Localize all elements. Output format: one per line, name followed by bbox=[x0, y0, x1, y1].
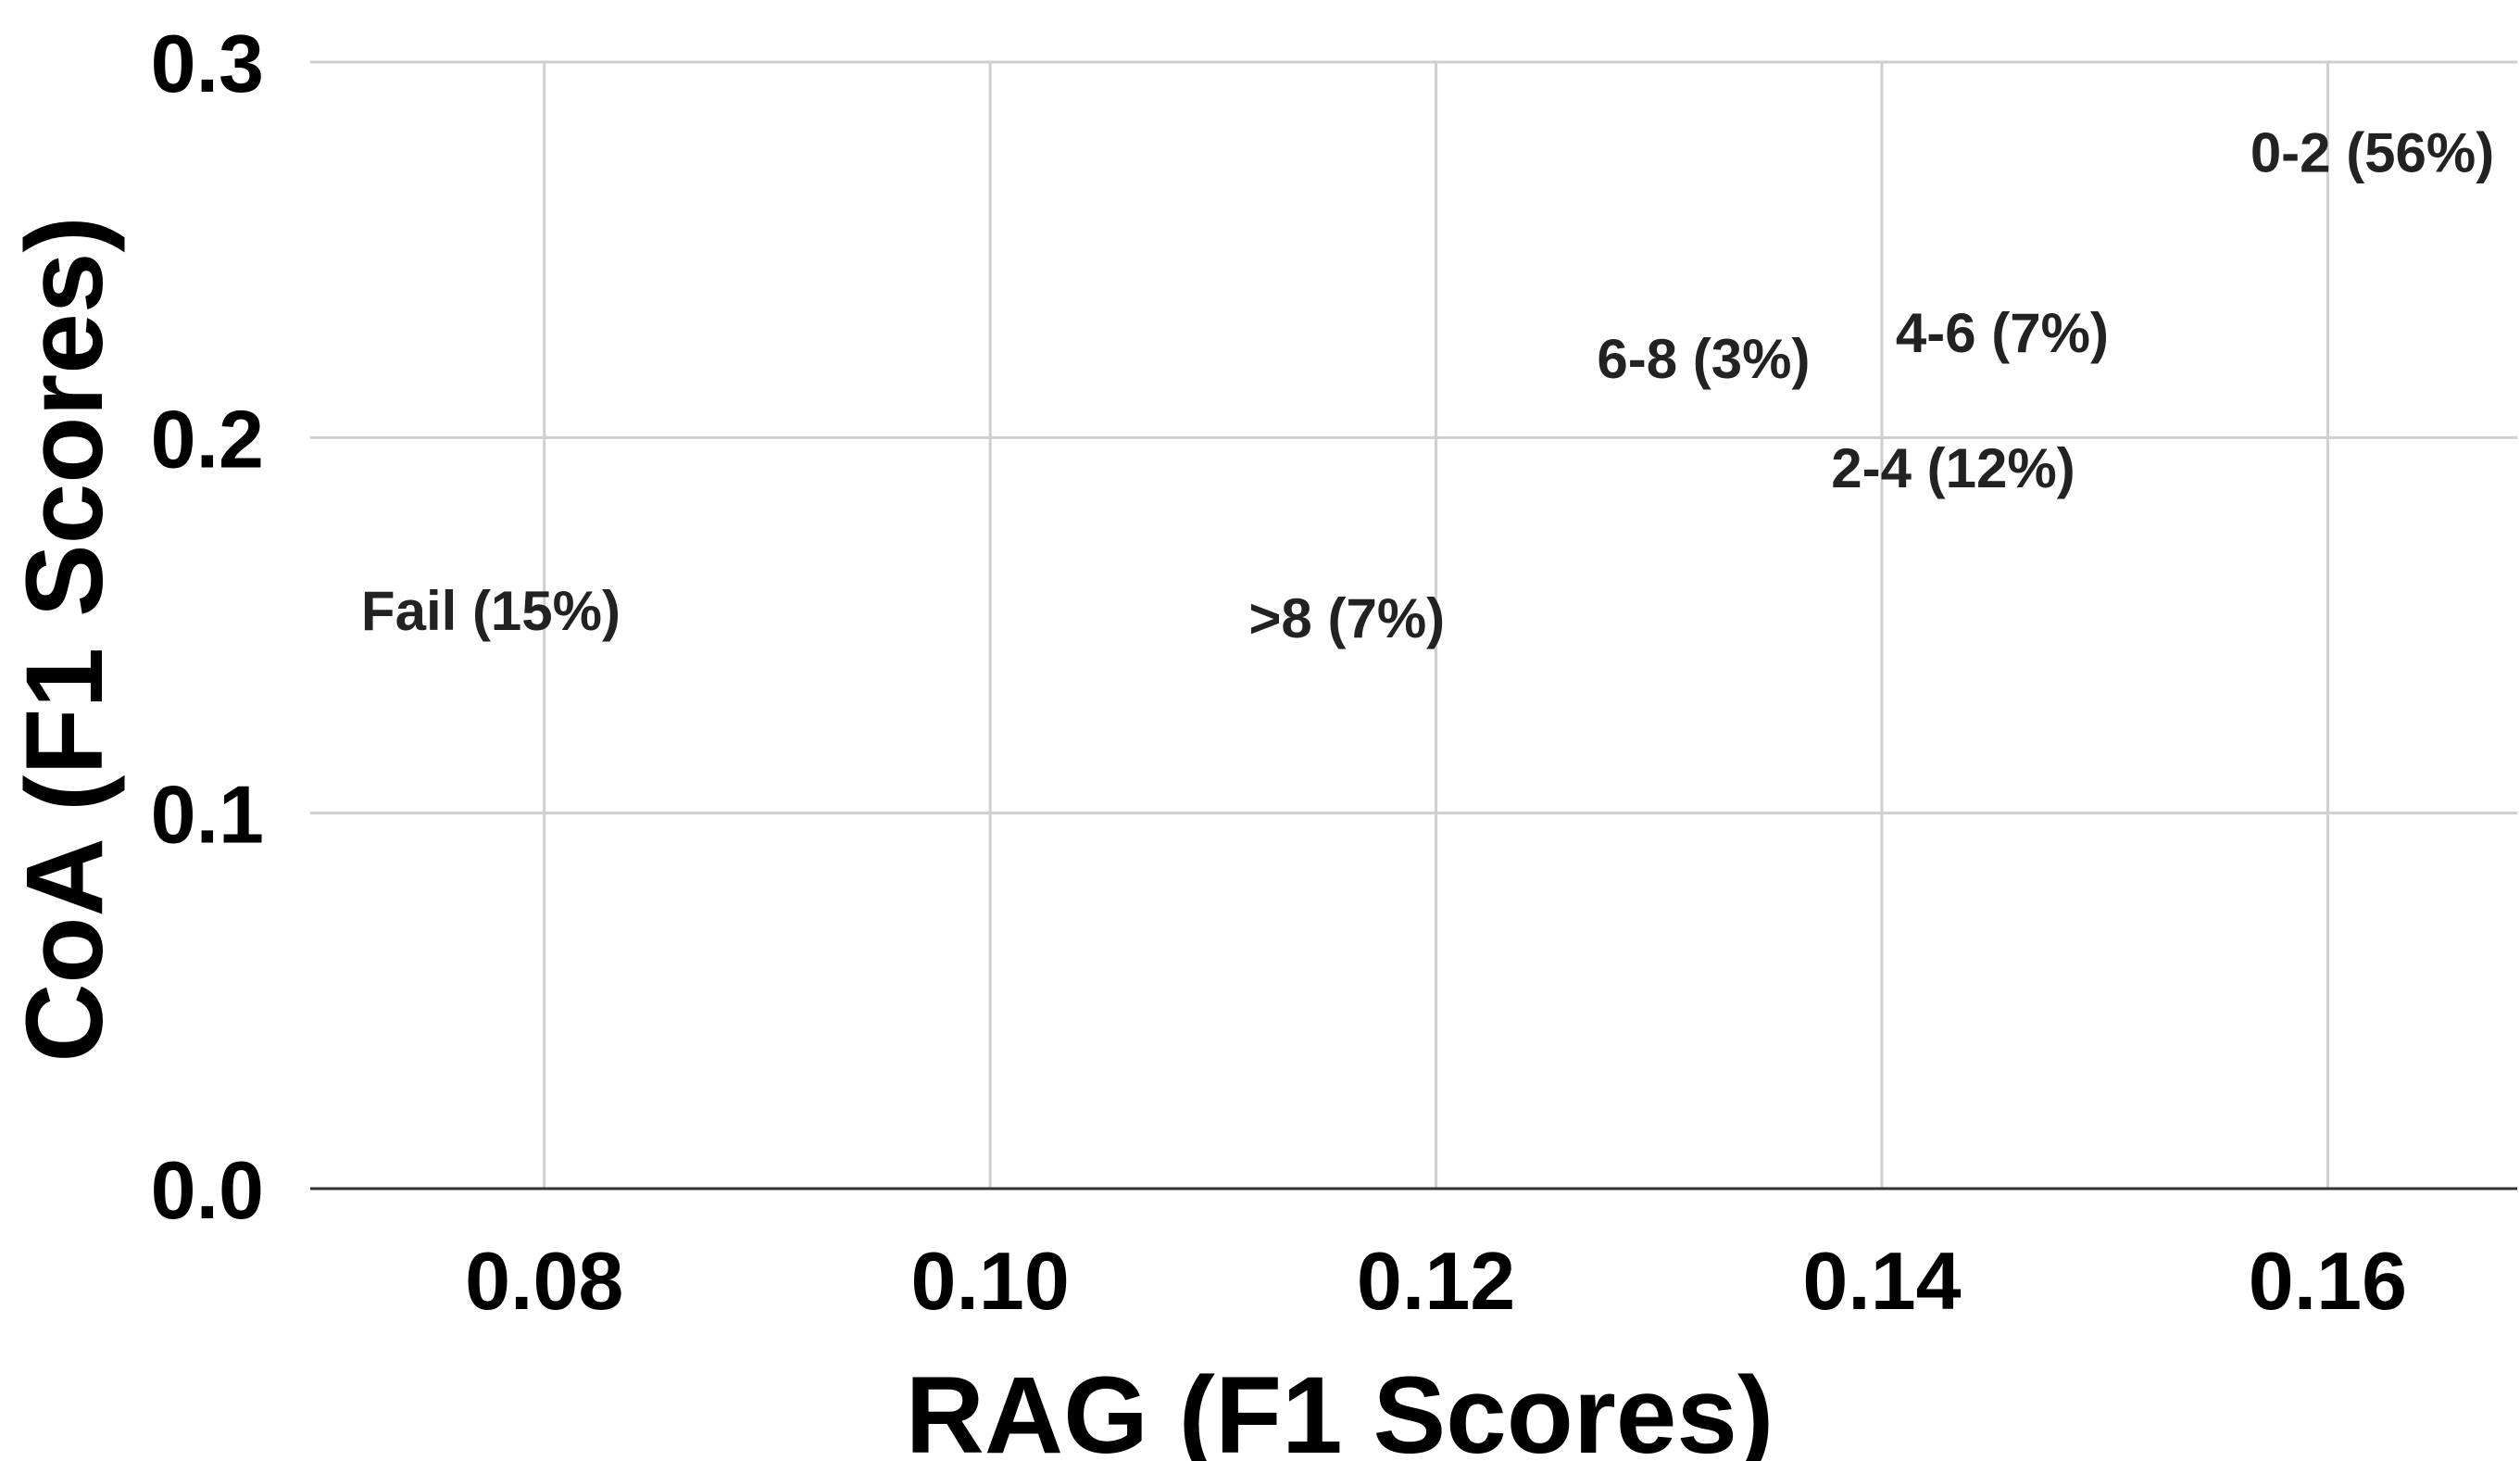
data-point-label: Fail (15%) bbox=[361, 580, 621, 642]
data-point-label: 6-8 (3%) bbox=[1597, 328, 1810, 390]
grid-lines bbox=[310, 60, 2517, 1189]
data-point-label: >8 (7%) bbox=[1248, 587, 1445, 649]
y-tick-label: 0.0 bbox=[151, 1144, 264, 1236]
x-tick-label: 0.12 bbox=[1357, 1235, 1515, 1327]
y-tick-label: 0.2 bbox=[151, 393, 264, 485]
data-point-label: 0-2 (56%) bbox=[2250, 121, 2494, 183]
x-tick-label: 0.14 bbox=[1802, 1235, 1961, 1327]
x-axis-title: RAG (F1 Scores) bbox=[906, 1354, 1774, 1461]
y-tick-label: 0.3 bbox=[151, 18, 264, 109]
y-axis-title: CoA (F1 Scores) bbox=[4, 216, 126, 1063]
data-point-label: 2-4 (12%) bbox=[1831, 437, 2075, 499]
x-tick-label: 0.08 bbox=[465, 1235, 623, 1327]
data-point-label: 4-6 (7%) bbox=[1896, 302, 2109, 364]
x-tick-label: 0.16 bbox=[2249, 1235, 2407, 1327]
y-tick-label: 0.1 bbox=[151, 769, 264, 861]
y-axis-ticks: 0.0 0.1 0.2 0.3 bbox=[151, 18, 264, 1236]
data-point-labels: 0-2 (56%) 2-4 (12%) 4-6 (7%) 6-8 (3%) >8 (7%… bbox=[361, 121, 2494, 649]
x-axis-ticks: 0.08 0.10 0.12 0.14 0.16 bbox=[465, 1235, 2407, 1327]
x-tick-label: 0.10 bbox=[911, 1235, 1070, 1327]
